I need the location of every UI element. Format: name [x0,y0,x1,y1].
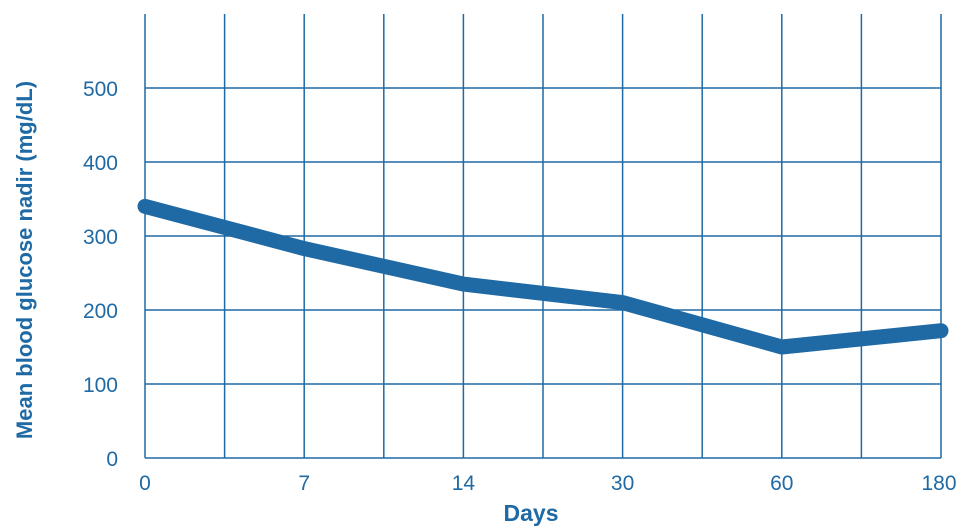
series-layer [137,198,949,355]
x-axis-title: Days [504,500,559,526]
x-tick-labels: 0 7 14 30 60 180 [139,472,956,495]
y-tick-label: 500 [83,78,118,101]
y-tick-label: 0 [106,448,118,471]
y-tick-label: 100 [83,374,118,397]
y-tick-labels: 0 100 200 300 400 500 [83,78,118,471]
x-tick-label: 0 [139,472,151,495]
y-tick-label: 400 [83,152,118,175]
x-tick-label: 60 [770,472,793,495]
y-tick-label: 200 [83,300,118,323]
series-line [137,198,949,355]
x-tick-label: 30 [611,472,634,495]
y-axis-title: Mean blood glucose nadir (mg/dL) [12,81,37,439]
x-tick-label: 7 [298,472,310,495]
x-tick-label: 180 [921,472,956,495]
x-tick-label: 14 [452,472,476,495]
y-tick-label: 300 [83,226,118,249]
grid [144,14,942,459]
